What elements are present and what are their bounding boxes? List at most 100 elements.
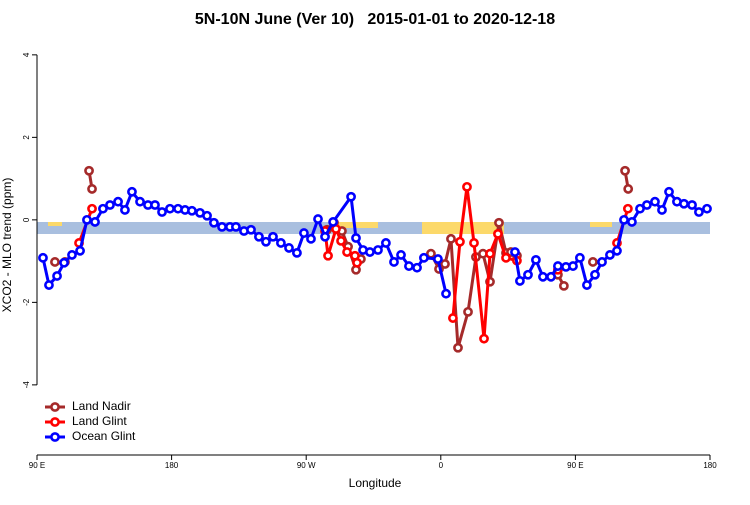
point — [404, 261, 414, 271]
point — [568, 261, 578, 271]
point — [113, 196, 123, 207]
point — [412, 262, 422, 273]
point — [582, 280, 592, 290]
y-tick-label: -2 — [22, 298, 31, 306]
point — [501, 252, 511, 263]
x-tick-label: 90 W — [297, 461, 316, 470]
x-tick-label: 180 — [703, 461, 717, 470]
point — [531, 254, 541, 265]
point — [687, 200, 697, 210]
y-tick-label: 0 — [22, 217, 31, 222]
point — [479, 333, 489, 344]
point — [453, 342, 463, 353]
point — [462, 181, 472, 192]
point — [150, 200, 160, 210]
point — [127, 186, 137, 197]
x-tick-label: 180 — [165, 461, 179, 470]
point — [419, 252, 429, 263]
point — [493, 228, 503, 239]
x-tick-label: 0 — [439, 461, 444, 470]
y-axis-label: XCO2 - MLO trend (ppm) — [0, 178, 14, 313]
point — [441, 288, 451, 299]
point — [433, 254, 443, 264]
y-tick-label: -4 — [22, 381, 31, 389]
point — [664, 186, 674, 197]
point — [342, 247, 352, 257]
point — [622, 203, 633, 214]
point — [135, 196, 145, 207]
point — [44, 280, 54, 290]
point — [351, 233, 361, 243]
point — [284, 243, 294, 253]
point — [635, 203, 645, 214]
point — [254, 231, 264, 242]
point — [574, 252, 585, 263]
point — [268, 231, 278, 242]
point — [98, 203, 108, 214]
point — [187, 205, 197, 216]
point — [231, 221, 241, 232]
point — [515, 276, 525, 286]
point — [120, 205, 130, 215]
point — [313, 214, 323, 224]
point — [90, 217, 100, 227]
point — [587, 257, 598, 267]
point — [597, 257, 607, 267]
point — [455, 236, 465, 247]
point — [627, 217, 637, 227]
point — [679, 198, 689, 209]
point — [657, 205, 667, 215]
point — [605, 250, 615, 260]
point — [276, 238, 286, 248]
series-line — [41, 188, 708, 295]
legend-marker — [50, 417, 60, 427]
point — [650, 196, 660, 207]
point — [87, 203, 97, 214]
point — [702, 203, 712, 214]
point — [553, 261, 563, 271]
point — [612, 245, 622, 256]
point — [694, 207, 704, 217]
point — [87, 184, 97, 194]
point — [50, 257, 60, 267]
legend-label: Land Nadir — [72, 399, 131, 413]
land-mask — [48, 222, 62, 226]
point — [59, 257, 69, 268]
point — [620, 165, 630, 176]
point — [328, 217, 339, 227]
point — [299, 228, 309, 238]
point — [446, 233, 456, 244]
land-mask — [590, 222, 612, 227]
point — [538, 271, 548, 282]
point — [157, 207, 167, 217]
point — [558, 280, 569, 291]
point — [619, 214, 629, 225]
y-tick-label: 4 — [22, 52, 31, 57]
legend-label: Land Glint — [72, 414, 127, 428]
point — [365, 247, 375, 257]
point — [336, 235, 346, 246]
point — [67, 250, 77, 260]
point — [510, 247, 520, 257]
legend-label: Ocean Glint — [72, 429, 136, 443]
point — [346, 191, 356, 202]
point — [202, 210, 212, 221]
point — [246, 224, 256, 235]
x-tick-label: 90 E — [567, 461, 583, 470]
point — [463, 306, 473, 317]
point — [396, 250, 406, 260]
point — [209, 217, 219, 228]
point — [523, 269, 533, 280]
point — [546, 271, 556, 282]
x-axis-label: Longitude — [349, 476, 402, 490]
point — [440, 259, 450, 269]
point — [52, 271, 62, 281]
point — [84, 165, 94, 176]
point — [165, 203, 175, 214]
point — [381, 238, 391, 248]
point — [389, 257, 399, 267]
point — [623, 184, 634, 194]
point — [75, 245, 85, 256]
point — [320, 231, 330, 242]
